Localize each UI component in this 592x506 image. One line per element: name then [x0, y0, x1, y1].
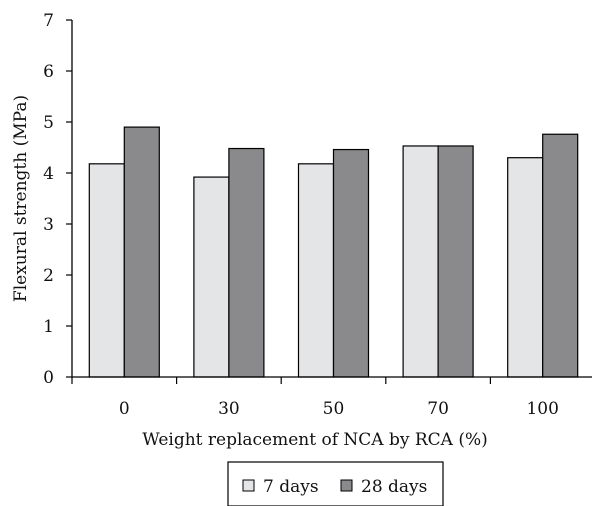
legend-label-28-days: 28 days — [361, 477, 427, 497]
bar-28-days-0 — [123, 126, 160, 378]
y-tick-label: 5 — [43, 113, 54, 133]
bar-28-days-100 — [542, 133, 579, 378]
x-tick-label: 70 — [427, 399, 449, 419]
legend-label-7-days: 7 days — [263, 477, 319, 497]
bar-7-days-70 — [402, 145, 439, 378]
y-tick-label: 6 — [43, 62, 54, 82]
bar-7-days-100 — [507, 157, 544, 378]
legend-box — [227, 461, 444, 506]
bar-28-days-70 — [437, 145, 474, 378]
y-tick-label: 4 — [43, 164, 54, 184]
x-tick-label: 100 — [526, 399, 558, 419]
bar-7-days-30 — [193, 176, 230, 378]
bar-7-days-50 — [297, 163, 335, 378]
x-ticks-group: 0 30 50 70 100 — [71, 377, 559, 419]
y-tick-label: 2 — [43, 266, 54, 286]
bar-7-days-0 — [88, 163, 125, 378]
x-tick-label: 0 — [119, 399, 130, 419]
legend-swatch-28-days — [340, 479, 353, 492]
y-tick-label: 3 — [43, 215, 54, 235]
y-tick-label: 7 — [43, 11, 54, 31]
legend-swatch-7-days — [242, 479, 255, 492]
bar-28-days-30 — [228, 147, 265, 378]
x-tick-label: 50 — [323, 399, 345, 419]
x-axis-title: Weight replacement of NCA by RCA (%) — [142, 430, 488, 450]
y-ticks-group: 0 1 2 3 4 5 6 7 — [43, 11, 72, 388]
y-tick-label: 1 — [43, 317, 54, 337]
legend: 7 days 28 days — [227, 461, 444, 506]
bar-28-days-50 — [332, 148, 370, 378]
bars-group — [88, 126, 579, 378]
x-tick-label: 30 — [218, 399, 240, 419]
y-tick-label: 0 — [43, 368, 54, 388]
y-axis-title: Flexural strength (MPa) — [11, 95, 31, 302]
